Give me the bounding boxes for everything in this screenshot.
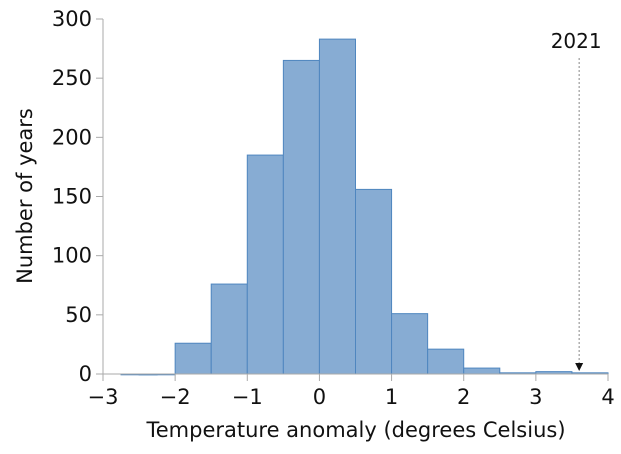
y-tick-label: 300 (52, 7, 92, 31)
annotation-arrow-icon (575, 363, 584, 371)
x-tick-label: −3 (88, 385, 119, 409)
y-axis-label: Number of years (13, 108, 37, 284)
x-tick-label: −1 (232, 385, 263, 409)
x-tick-label: 0 (313, 385, 326, 409)
x-tick-label: 4 (601, 385, 614, 409)
histogram-bar (174, 342, 212, 375)
x-tick-label: 2 (457, 385, 470, 409)
histogram-bar (282, 59, 320, 375)
y-tick-label: 100 (52, 244, 92, 268)
histogram-bar (427, 348, 465, 375)
histogram-bar (355, 188, 393, 375)
y-tick-label: 200 (52, 125, 92, 149)
x-tick-label: 1 (385, 385, 398, 409)
y-tick-label: 50 (65, 303, 92, 327)
y-tick-label: 150 (52, 185, 92, 209)
histogram-bar (318, 38, 356, 375)
bars-group (120, 38, 609, 376)
histogram-bar (210, 283, 248, 375)
histogram-bar (246, 154, 284, 375)
y-ticks: 0 50 100 150 200 250 300 (52, 7, 103, 386)
y-tick-label: 0 (79, 362, 92, 386)
histogram-bar (463, 367, 501, 375)
x-tick-label: 3 (529, 385, 542, 409)
y-tick-label: 250 (52, 66, 92, 90)
x-ticks: −3 −2 −1 0 1 2 3 4 (88, 374, 615, 409)
x-axis-label: Temperature anomaly (degrees Celsius) (145, 418, 565, 442)
histogram-bar (391, 313, 429, 375)
annotation-label: 2021 (551, 29, 602, 53)
x-tick-label: −2 (160, 385, 191, 409)
